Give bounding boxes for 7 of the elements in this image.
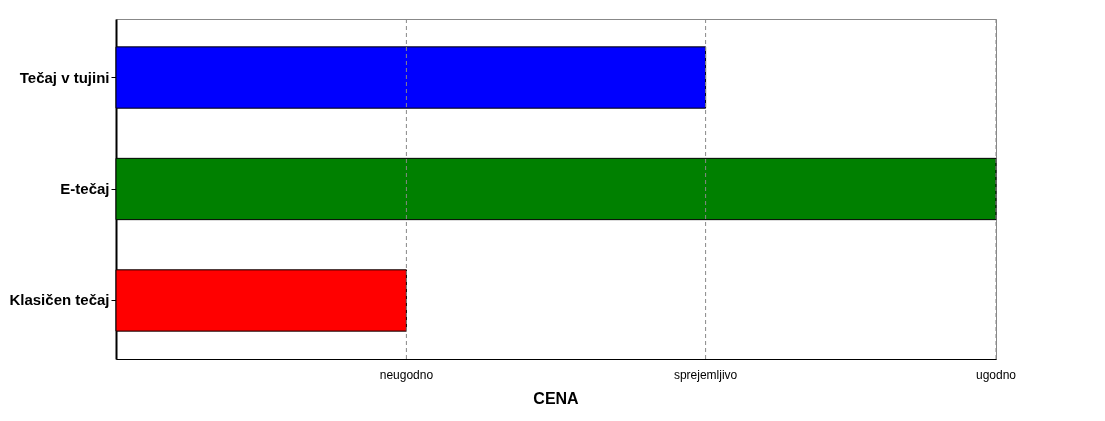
ref-line-label: neugodno xyxy=(379,368,434,382)
ref-line-label: sprejemljivo xyxy=(673,368,738,382)
ref-line-label: ugodno xyxy=(975,368,1017,382)
y-tick-label: E-tečaj xyxy=(60,180,110,197)
y-tick-label: Tečaj v tujini xyxy=(19,68,110,86)
x-axis-title: CENA xyxy=(533,390,580,407)
y-tick-label: Klasičen tečaj xyxy=(9,291,110,309)
